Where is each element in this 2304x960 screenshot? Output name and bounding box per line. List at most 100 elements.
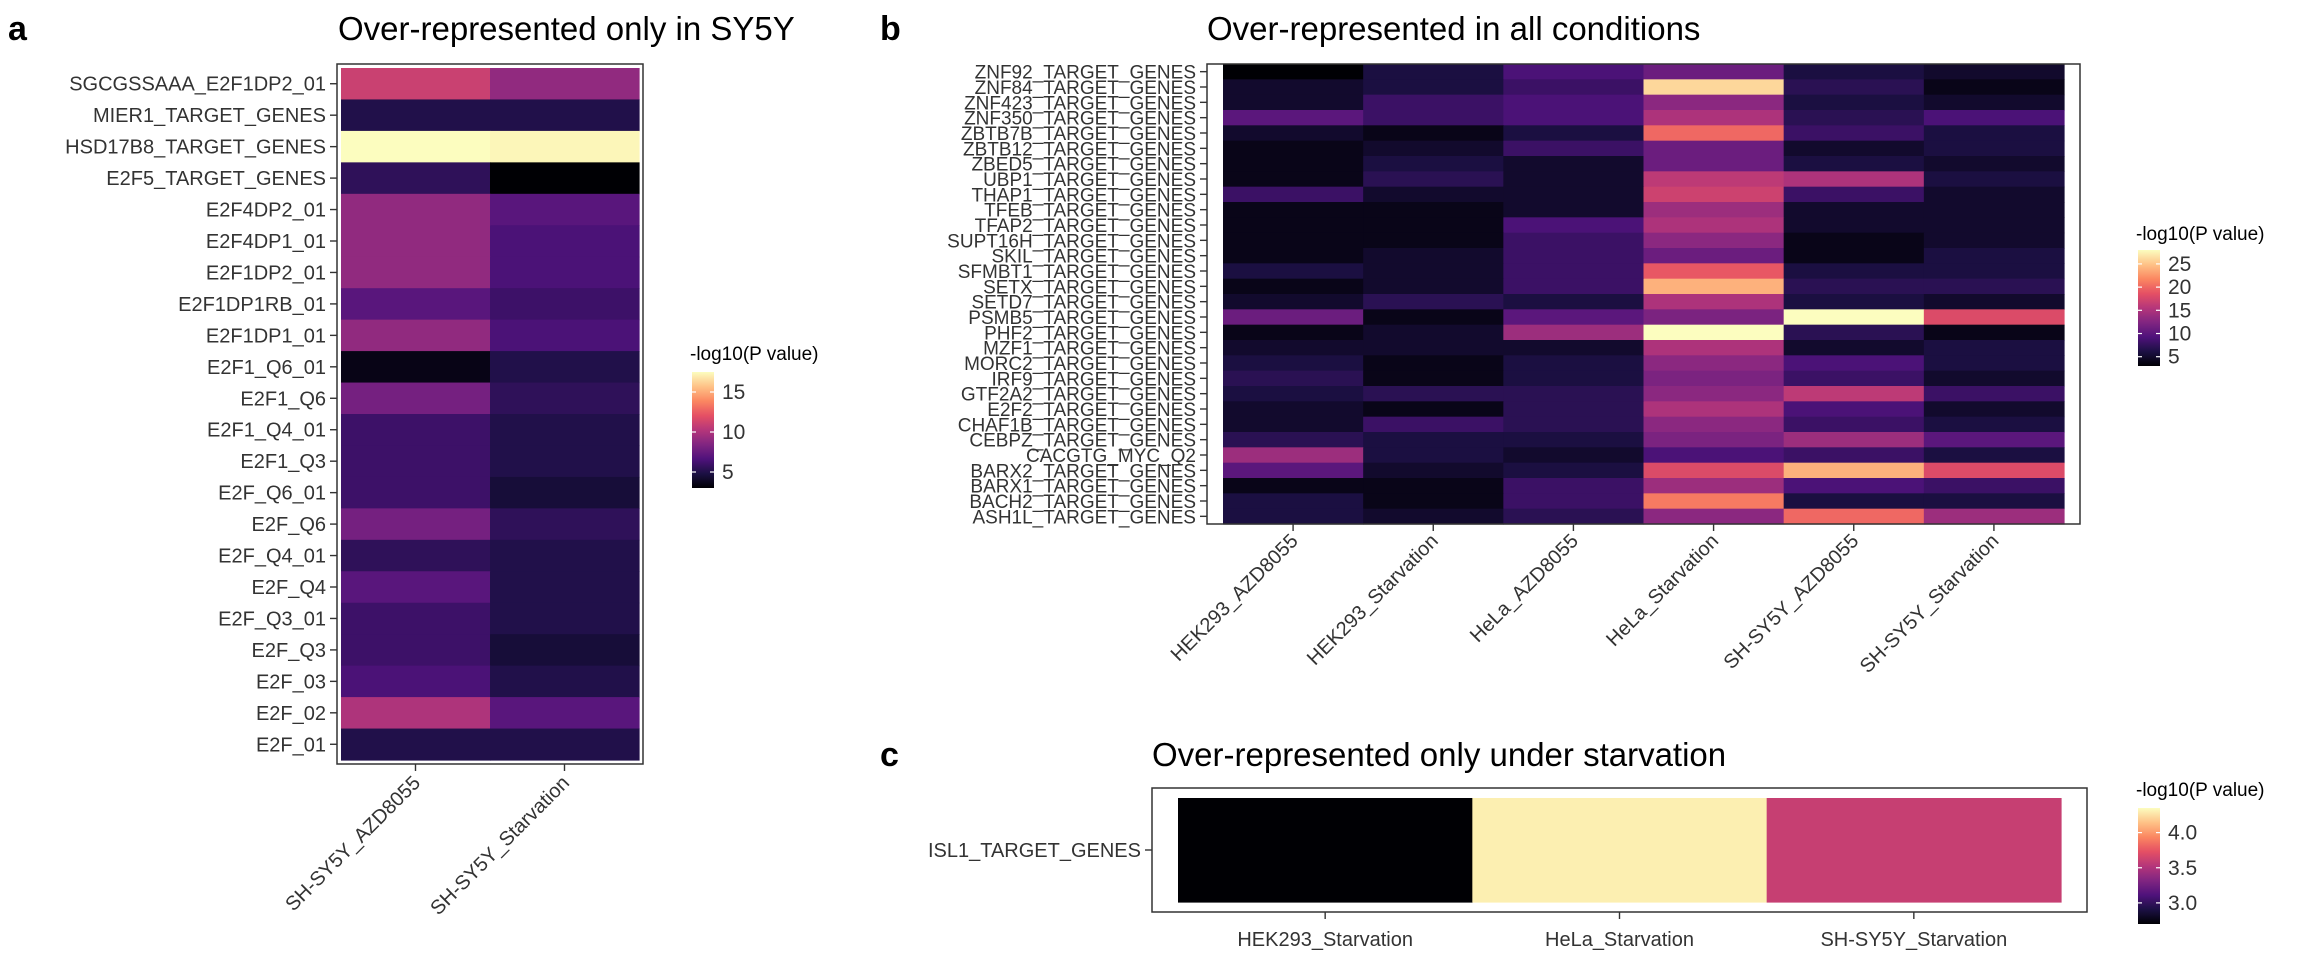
heatmap-cell-b-r6-c4 bbox=[1783, 156, 1925, 172]
heatmap-cell-a-r18-c0 bbox=[341, 634, 491, 667]
heatmap-cell-b-r29-c2 bbox=[1503, 508, 1645, 525]
heatmap-cell-b-r12-c1 bbox=[1363, 248, 1504, 264]
heatmap-cell-b-r20-c3 bbox=[1643, 370, 1785, 387]
panel-c-legend-title: -log10(P value) bbox=[2136, 780, 2265, 801]
heatmap-cell-b-r24-c3 bbox=[1643, 432, 1785, 448]
panel-b-label: b bbox=[880, 10, 901, 48]
heatmap-cell-b-r6-c3 bbox=[1643, 156, 1785, 172]
heatmap-cell-b-r17-c1 bbox=[1363, 324, 1504, 341]
heatmap-cell-b-r0-c5 bbox=[1923, 64, 2065, 80]
heatmap-cell-b-r23-c5 bbox=[1923, 416, 2065, 433]
heatmap-cell-b-r19-c3 bbox=[1643, 355, 1785, 372]
panel-a-cells bbox=[341, 68, 640, 761]
row-label-a-6: E2F1DP2_01 bbox=[206, 262, 326, 284]
heatmap-cell-b-r0-c0 bbox=[1223, 64, 1364, 80]
heatmap-cell-b-r19-c5 bbox=[1923, 355, 2065, 372]
heatmap-cell-b-r16-c2 bbox=[1503, 309, 1645, 326]
heatmap-cell-b-r27-c5 bbox=[1923, 478, 2065, 494]
legend-tick-label-c-1: 3.5 bbox=[2168, 857, 2197, 880]
heatmap-cell-b-r1-c0 bbox=[1223, 79, 1364, 96]
heatmap-cell-b-r4-c2 bbox=[1503, 125, 1645, 142]
row-label-a-20: E2F_02 bbox=[256, 703, 326, 725]
heatmap-cell-b-r13-c3 bbox=[1643, 263, 1785, 280]
heatmap-cell-b-r20-c1 bbox=[1363, 370, 1504, 387]
col-label-c-2: SH-SY5Y_Starvation bbox=[1820, 929, 2007, 951]
heatmap-cell-b-r7-c2 bbox=[1503, 171, 1645, 188]
heatmap-cell-b-r26-c4 bbox=[1783, 462, 1925, 479]
heatmap-cell-b-r11-c5 bbox=[1923, 232, 2065, 249]
row-label-b-20: IRF9_TARGET_GENES bbox=[992, 369, 1196, 390]
heatmap-cell-b-r11-c0 bbox=[1223, 232, 1364, 249]
heatmap-cell-a-r20-c0 bbox=[341, 697, 491, 730]
heatmap-cell-b-r7-c3 bbox=[1643, 171, 1785, 188]
heatmap-cell-b-r9-c1 bbox=[1363, 202, 1504, 218]
heatmap-cell-b-r14-c2 bbox=[1503, 278, 1645, 295]
heatmap-cell-a-r4-c0 bbox=[341, 193, 491, 226]
panel-c-cells bbox=[1178, 798, 2062, 903]
row-label-a-17: E2F_Q3_01 bbox=[218, 608, 326, 630]
row-label-b-17: PHF2_TARGET_GENES bbox=[984, 323, 1196, 344]
heatmap-cell-b-r8-c4 bbox=[1783, 186, 1925, 203]
row-label-b-11: SUPT16H_TARGET_GENES bbox=[947, 231, 1196, 252]
heatmap-cell-b-r6-c5 bbox=[1923, 156, 2065, 172]
heatmap-cell-b-r11-c3 bbox=[1643, 232, 1785, 249]
heatmap-cell-b-r4-c3 bbox=[1643, 125, 1785, 142]
heatmap-cell-c-r0-c2 bbox=[1766, 798, 2062, 903]
heatmap-cell-b-r18-c4 bbox=[1783, 340, 1925, 356]
heatmap-cell-b-r28-c3 bbox=[1643, 493, 1785, 510]
heatmap-cell-b-r18-c2 bbox=[1503, 340, 1645, 356]
heatmap-cell-b-r9-c0 bbox=[1223, 202, 1364, 218]
heatmap-cell-b-r17-c2 bbox=[1503, 324, 1645, 341]
heatmap-cell-b-r3-c1 bbox=[1363, 110, 1504, 126]
panel-a-legend-ticks: 5 10 15 bbox=[692, 381, 745, 484]
heatmap-cell-a-r11-c0 bbox=[341, 414, 491, 447]
row-label-b-7: UBP1_TARGET_GENES bbox=[983, 170, 1196, 191]
heatmap-cell-b-r24-c5 bbox=[1923, 432, 2065, 448]
legend-tick-label-c-2: 4.0 bbox=[2168, 822, 2197, 845]
row-label-b-5: ZBTB12_TARGET_GENES bbox=[963, 139, 1196, 160]
heatmap-cell-b-r0-c1 bbox=[1363, 64, 1504, 80]
heatmap-cell-a-r6-c1 bbox=[490, 256, 640, 289]
heatmap-cell-a-r12-c1 bbox=[490, 445, 640, 478]
heatmap-cell-b-r21-c1 bbox=[1363, 386, 1504, 402]
heatmap-cell-a-r16-c0 bbox=[341, 571, 491, 604]
heatmap-cell-b-r25-c4 bbox=[1783, 447, 1925, 464]
legend-tick-label-b-0: 5 bbox=[2168, 346, 2180, 369]
heatmap-cell-a-r20-c1 bbox=[490, 697, 640, 730]
heatmap-cell-a-r9-c1 bbox=[490, 351, 640, 384]
heatmap-cell-b-r3-c5 bbox=[1923, 110, 2065, 126]
heatmap-cell-b-r23-c3 bbox=[1643, 416, 1785, 433]
heatmap-cell-a-r14-c1 bbox=[490, 508, 640, 541]
heatmap-cell-b-r23-c1 bbox=[1363, 416, 1504, 433]
row-label-a-18: E2F_Q3 bbox=[252, 640, 326, 662]
panel-c-col-labels: HEK293_Starvation HeLa_Starvation SH-SY5Y_… bbox=[1237, 912, 2007, 951]
panel-c: c Over-represented only under starvation… bbox=[880, 736, 2265, 951]
legend-tick-label-a-2: 15 bbox=[722, 381, 745, 404]
legend-tick-label-a-0: 5 bbox=[722, 461, 734, 484]
heatmap-cell-b-r5-c3 bbox=[1643, 140, 1785, 157]
heatmap-cell-b-r18-c3 bbox=[1643, 340, 1785, 356]
heatmap-cell-a-r13-c1 bbox=[490, 476, 640, 509]
heatmap-cell-b-r1-c3 bbox=[1643, 79, 1785, 96]
panel-c-label: c bbox=[880, 736, 899, 774]
heatmap-cell-a-r21-c1 bbox=[490, 728, 640, 761]
heatmap-cell-b-r8-c2 bbox=[1503, 186, 1645, 203]
panel-a-col-labels: SH-SY5Y_AZD8055 SH-SY5Y_Starvation bbox=[281, 764, 574, 920]
row-label-b-18: MZF1_TARGET_GENES bbox=[983, 339, 1196, 360]
heatmap-cell-b-r24-c2 bbox=[1503, 432, 1645, 448]
heatmap-cell-b-r26-c3 bbox=[1643, 462, 1785, 479]
row-label-a-16: E2F_Q4 bbox=[252, 577, 326, 599]
heatmap-cell-b-r29-c4 bbox=[1783, 508, 1925, 525]
panel-b: b Over-represented in all conditions ZNF… bbox=[880, 10, 2265, 678]
row-label-c-0: ISL1_TARGET_GENES bbox=[928, 840, 1141, 862]
heatmap-cell-b-r0-c2 bbox=[1503, 64, 1645, 80]
heatmap-cell-b-r13-c5 bbox=[1923, 263, 2065, 280]
panel-b-legend-title: -log10(P value) bbox=[2136, 224, 2265, 245]
heatmap-cell-b-r20-c2 bbox=[1503, 370, 1645, 387]
col-label-c-1: HeLa_Starvation bbox=[1545, 929, 1694, 951]
row-label-a-9: E2F1_Q6_01 bbox=[207, 357, 326, 379]
heatmap-cell-b-r11-c4 bbox=[1783, 232, 1925, 249]
heatmap-cell-b-r14-c4 bbox=[1783, 278, 1925, 295]
panel-c-legend-colorbar bbox=[2138, 808, 2160, 924]
